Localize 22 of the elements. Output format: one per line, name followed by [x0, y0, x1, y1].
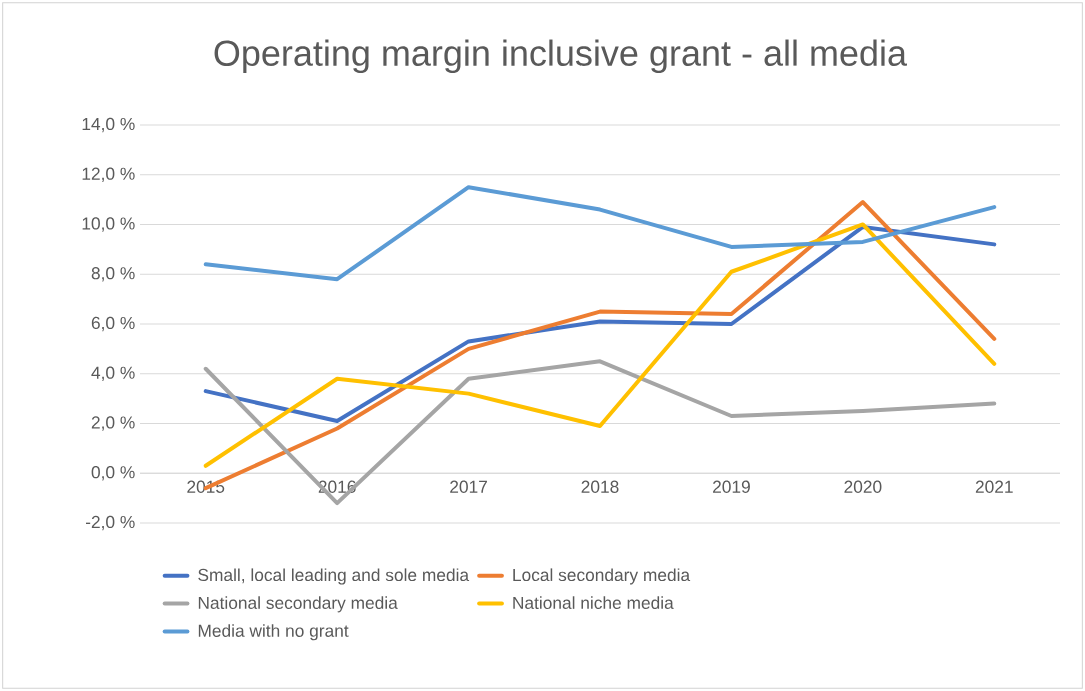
- legend-label: Small, local leading and sole media: [198, 568, 470, 585]
- x-tick-label: 2020: [844, 480, 882, 493]
- y-tick-label: 2,0 %: [91, 416, 135, 431]
- y-tick-label: -2,0 %: [85, 515, 135, 531]
- line-series: [203, 185, 997, 282]
- y-tick-label: 0,0 %: [91, 466, 135, 481]
- y-tick-label: 12,0 %: [82, 167, 135, 182]
- line-series: [203, 222, 997, 468]
- legend-label: National secondary media: [198, 596, 398, 613]
- chart-title: Operating margin inclusive grant - all media: [214, 39, 908, 74]
- y-tick-label: 8,0 %: [91, 267, 135, 282]
- y-tick-label: 10,0 %: [82, 217, 135, 232]
- y-tick-label: 14,0 %: [82, 117, 135, 133]
- legend-label: Media with no grant: [198, 624, 349, 641]
- x-tick-label: 2019: [713, 480, 750, 493]
- x-tick-label: 2021: [975, 480, 1013, 493]
- x-tick-label: 2017: [450, 480, 487, 493]
- legend-label: Local secondary media: [513, 568, 691, 585]
- y-tick-label: 4,0 %: [91, 366, 135, 381]
- x-tick-label: 2018: [581, 480, 619, 493]
- legend-label: National niche media: [513, 596, 674, 610]
- y-tick-label: 6,0 %: [91, 316, 135, 332]
